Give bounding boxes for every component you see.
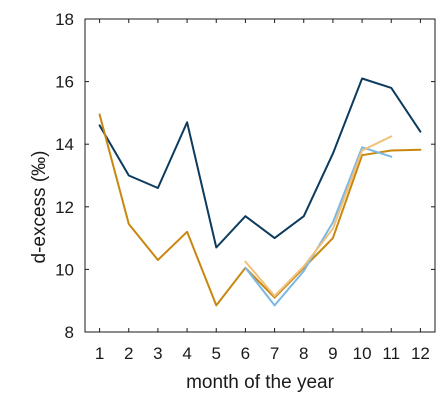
y-tick-label: 10 <box>55 260 74 279</box>
series-line-1 <box>98 77 422 249</box>
x-tick-label: 12 <box>411 344 430 363</box>
x-tick-label: 1 <box>95 344 104 363</box>
plot-box <box>84 18 436 333</box>
y-tick-label: 18 <box>55 10 74 29</box>
x-tick-label: 9 <box>328 344 337 363</box>
y-tick-label: 14 <box>55 135 74 154</box>
y-tick-label: 12 <box>55 198 74 217</box>
y-tick-label: 8 <box>65 323 74 342</box>
axes-layer <box>84 18 436 333</box>
x-tick-label: 6 <box>241 344 250 363</box>
series-line-4 <box>244 135 393 297</box>
series-layer <box>98 77 422 307</box>
x-tick-label: 11 <box>382 344 400 363</box>
series-line-3 <box>244 146 393 307</box>
x-tick-label: 2 <box>124 344 133 363</box>
x-tick-label: 5 <box>212 344 221 363</box>
x-tick-label: 4 <box>182 344 191 363</box>
x-axis-label: month of the year <box>186 372 335 393</box>
x-tick-label: 7 <box>270 344 279 363</box>
x-tick-label: 10 <box>353 344 372 363</box>
y-tick-label: 16 <box>55 73 74 92</box>
x-tick-label: 3 <box>153 344 162 363</box>
series-line-2 <box>98 113 422 307</box>
y-axis-label: d-excess (‰) <box>29 151 50 264</box>
x-tick-label: 8 <box>299 344 308 363</box>
